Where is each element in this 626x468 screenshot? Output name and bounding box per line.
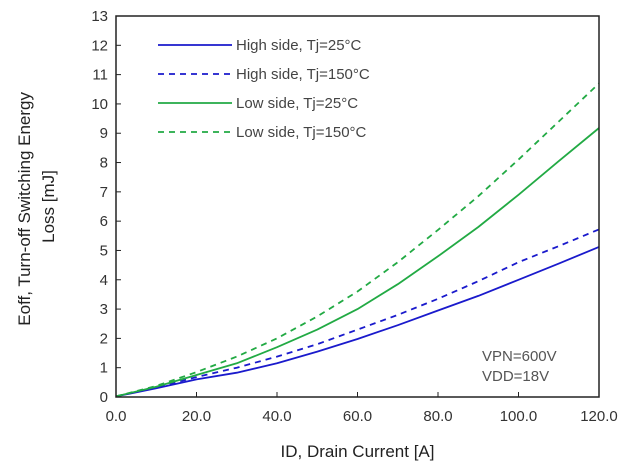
x-tick-label: 100.0 — [500, 408, 538, 425]
y-tick-label: 0 — [100, 389, 108, 406]
y-tick-label: 3 — [100, 301, 108, 318]
y-tick-label: 5 — [100, 242, 108, 259]
y-tick-label: 12 — [91, 37, 108, 54]
x-tick-label: 0.0 — [106, 408, 127, 425]
y-tick-label: 7 — [100, 184, 108, 201]
plot-frame — [115, 15, 600, 398]
y-axis-title-line-1: Eoff, Turn-off Switching Energy — [15, 92, 34, 326]
legend-label-4: Low side, Tj=150°C — [236, 124, 367, 141]
y-axis-title: Eoff, Turn-off Switching Energy Loss [mJ… — [15, 87, 58, 325]
x-tick-label: 60.0 — [343, 408, 372, 425]
x-axis-title: ID, Drain Current [A] — [281, 442, 435, 461]
annotation-text: VDD=18V — [482, 368, 549, 385]
series-line-1 — [115, 246, 600, 398]
series-line-4 — [115, 82, 600, 398]
legend: High side, Tj=25°C High side, Tj=150°C Low… — [158, 37, 370, 141]
y-tick-label: 6 — [100, 213, 108, 230]
y-tick-label: 11 — [92, 67, 108, 84]
y-tick-label: 13 — [91, 8, 108, 25]
x-tick-label: 40.0 — [262, 408, 291, 425]
y-tick-label: 1 — [100, 360, 108, 377]
series-line-3 — [115, 127, 600, 398]
annotations: VPN=600V VDD=18V — [482, 348, 557, 385]
legend-label-2: High side, Tj=150°C — [236, 66, 370, 83]
y-tick-label: 9 — [100, 125, 108, 142]
x-tick-label: 80.0 — [423, 408, 452, 425]
series-layer — [115, 82, 600, 398]
y-tick-label: 10 — [91, 96, 108, 113]
legend-label-1: High side, Tj=25°C — [236, 37, 362, 54]
series-line-2 — [115, 228, 600, 398]
annotation-text: VPN=600V — [482, 348, 557, 365]
y-axis-title-line-2: Loss [mJ] — [39, 170, 58, 243]
legend-label-3: Low side, Tj=25°C — [236, 95, 358, 112]
x-tick-label: 20.0 — [182, 408, 211, 425]
y-tick-label: 8 — [100, 155, 108, 172]
y-tick-label: 4 — [100, 272, 108, 289]
x-tick-label: 120.0 — [580, 408, 618, 425]
y-tick-label: 2 — [100, 330, 108, 347]
